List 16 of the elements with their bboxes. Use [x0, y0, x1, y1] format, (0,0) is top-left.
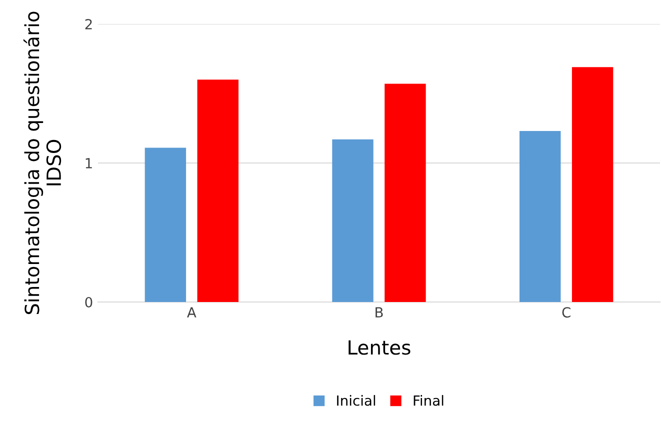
bar — [144, 148, 186, 302]
bar — [520, 131, 561, 302]
x-axis-title: Lentes — [348, 340, 410, 355]
y-tick-label: 1 — [86, 158, 92, 168]
x-tick-label: A — [187, 307, 196, 318]
bar — [197, 80, 238, 302]
y-axis-title: Sintomatologia do questionário IDSO — [23, 12, 62, 314]
bar — [332, 139, 374, 302]
bar — [572, 67, 614, 302]
y-tick-label: 0 — [85, 296, 92, 308]
x-tick-label: B — [376, 307, 383, 318]
y-tick-label: 2 — [85, 18, 92, 30]
x-tick-label: C — [562, 307, 570, 318]
legend-label: Inicial — [337, 395, 376, 406]
legend-label: Final — [414, 395, 444, 406]
bar — [384, 84, 426, 302]
